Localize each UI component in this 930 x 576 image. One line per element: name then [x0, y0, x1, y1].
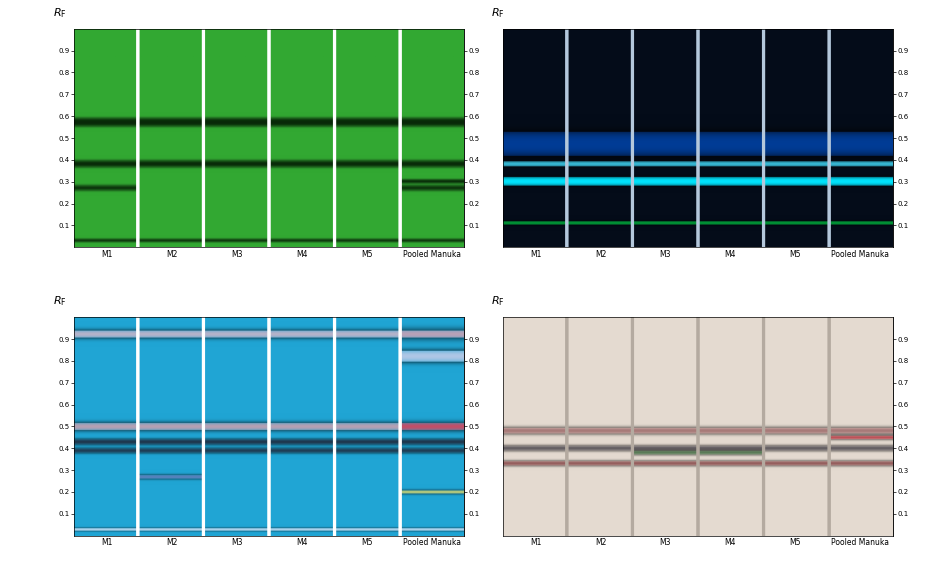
Text: $\mathit{R}_\mathsf{F}$: $\mathit{R}_\mathsf{F}$: [491, 6, 505, 20]
Text: $\mathit{R}_\mathsf{F}$: $\mathit{R}_\mathsf{F}$: [53, 295, 67, 309]
Text: $\mathit{R}_\mathsf{F}$: $\mathit{R}_\mathsf{F}$: [53, 6, 67, 20]
Text: $\mathit{R}_\mathsf{F}$: $\mathit{R}_\mathsf{F}$: [491, 295, 505, 309]
